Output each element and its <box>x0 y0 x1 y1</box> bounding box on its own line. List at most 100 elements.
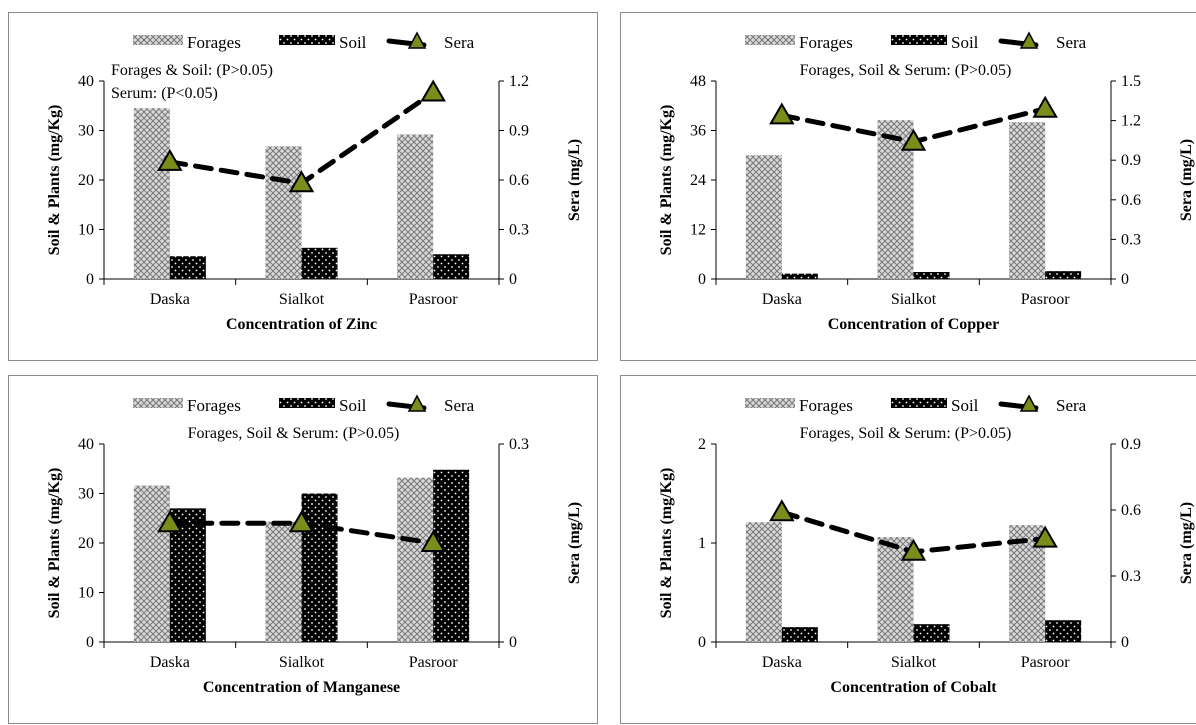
chart-svg: 0 10 20 30 40 0 0.3 0.6 0.9 1.2 Daska Sialkot Pasroo… <box>46 31 583 333</box>
soil-bar <box>781 273 818 279</box>
forages-legend-label: Forages <box>799 33 853 52</box>
x-category-label: Daska <box>762 291 802 308</box>
forages-bar <box>265 146 302 279</box>
left-tick-label: 12 <box>690 222 706 239</box>
sera-point <box>769 102 795 125</box>
sera-point <box>1032 95 1058 118</box>
right-tick-label: 0.6 <box>509 172 529 189</box>
x-category-label: Daska <box>150 654 190 671</box>
sera-point <box>900 128 927 151</box>
x-category-label: Daska <box>150 291 190 308</box>
right-tick-label: 0 <box>1121 271 1129 288</box>
forages-legend-swatch <box>133 35 183 45</box>
right-tick-label: 0.3 <box>1121 231 1141 248</box>
forages-legend-swatch <box>745 398 795 408</box>
left-axis-title: Soil & Plants (mg/Kg) <box>658 105 675 256</box>
chart-svg: 0 10 20 30 40 0 0.3 Daska Sialkot Pasroor Forages,… <box>46 394 583 696</box>
soil-bar <box>913 624 950 642</box>
sera-point <box>769 499 795 522</box>
zinc-chart-panel: 0 10 20 30 40 0 0.3 0.6 0.9 1.2 Daska Sialkot Pasroo… <box>8 12 598 361</box>
right-tick-label: 0.9 <box>1121 436 1141 453</box>
forages-legend-label: Forages <box>187 396 241 415</box>
sera-legend-label: Sera <box>444 396 475 415</box>
left-tick-label: 20 <box>78 535 94 552</box>
left-tick-label: 0 <box>86 271 94 288</box>
right-axis-title: Sera (mg/L) <box>1178 139 1195 221</box>
sera-point <box>420 79 446 102</box>
sera-legend-label: Sera <box>444 33 475 52</box>
forages-legend-label: Forages <box>799 396 853 415</box>
x-category-label: Pasroor <box>1021 654 1071 671</box>
forages-bar <box>397 134 434 279</box>
right-tick-label: 1.5 <box>1121 73 1141 90</box>
right-tick-label: 1.2 <box>509 73 529 90</box>
x-axis-title: Concentration of Zinc <box>226 316 377 333</box>
soil-legend-swatch <box>891 398 947 408</box>
left-axis-title: Soil & Plants (mg/Kg) <box>658 468 675 619</box>
sera-point <box>420 530 446 552</box>
soil-bar <box>433 254 470 279</box>
forages-bar <box>265 521 302 642</box>
soil-bar <box>1045 271 1082 279</box>
x-category-label: Pasroor <box>409 654 459 671</box>
soil-bar <box>169 256 206 279</box>
sera-point <box>900 538 927 561</box>
x-axis-title: Concentration of Cobalt <box>830 679 997 696</box>
right-tick-label: 0.9 <box>1121 152 1141 169</box>
soil-legend-swatch <box>279 35 335 45</box>
left-tick-label: 24 <box>690 172 706 189</box>
x-axis-title: Concentration of Manganese <box>203 679 400 696</box>
right-axis-title: Sera (mg/L) <box>566 139 583 221</box>
sera-point <box>288 170 315 193</box>
sera-legend-marker <box>407 31 427 49</box>
right-tick-label: 0 <box>509 634 517 651</box>
right-tick-label: 0.3 <box>509 436 529 453</box>
soil-bar <box>913 271 950 279</box>
forages-legend-swatch <box>745 35 795 45</box>
left-tick-label: 40 <box>78 73 94 90</box>
right-tick-label: 0 <box>1121 634 1129 651</box>
left-tick-label: 10 <box>78 222 94 239</box>
significance-note: Forages, Soil & Serum: (P>0.05) <box>188 425 400 442</box>
sera-legend-marker <box>1019 394 1039 412</box>
left-tick-label: 1 <box>698 535 706 552</box>
right-tick-label: 1.2 <box>1121 113 1141 130</box>
soil-bar <box>301 247 338 279</box>
sera-legend-marker <box>1019 31 1039 49</box>
left-tick-label: 36 <box>690 123 706 140</box>
significance-note: Forages & Soil: (P>0.05) <box>111 62 273 79</box>
forages-bar <box>397 477 434 642</box>
sera-legend-label: Sera <box>1056 33 1087 52</box>
sera-point <box>157 148 183 171</box>
left-tick-label: 0 <box>698 634 706 651</box>
sera-point <box>157 510 183 533</box>
left-tick-label: 48 <box>690 73 706 90</box>
soil-bar <box>1045 620 1082 642</box>
right-tick-label: 0.6 <box>1121 192 1141 209</box>
significance-note: Serum: (P<0.05) <box>111 85 218 102</box>
left-tick-label: 30 <box>78 123 94 140</box>
left-tick-label: 0 <box>86 634 94 651</box>
soil-bar <box>301 493 338 642</box>
sera-legend-marker <box>407 394 427 412</box>
soil-legend-label: Soil <box>339 33 367 52</box>
forages-bar <box>133 485 170 642</box>
x-category-label: Sialkot <box>891 654 937 671</box>
x-category-label: Sialkot <box>279 291 325 308</box>
right-axis-title: Sera (mg/L) <box>1178 502 1195 584</box>
chart-svg: 0 1 2 0 0.3 0.6 0.9 Daska Sialkot Pasroor Forages,… <box>658 394 1195 696</box>
x-category-label: Pasroor <box>409 291 459 308</box>
right-tick-label: 0 <box>509 271 517 288</box>
right-tick-label: 0.6 <box>1121 502 1141 519</box>
significance-note: Forages, Soil & Serum: (P>0.05) <box>800 62 1012 79</box>
right-tick-label: 0.3 <box>509 222 529 239</box>
right-tick-label: 0.3 <box>1121 568 1141 585</box>
right-axis-title: Sera (mg/L) <box>566 502 583 584</box>
left-tick-label: 0 <box>698 271 706 288</box>
sera-point <box>1032 525 1058 548</box>
x-axis-title: Concentration of Copper <box>828 316 1000 333</box>
soil-legend-swatch <box>279 398 335 408</box>
forages-bar <box>745 155 782 279</box>
soil-legend-label: Soil <box>951 396 979 415</box>
soil-legend-swatch <box>891 35 947 45</box>
